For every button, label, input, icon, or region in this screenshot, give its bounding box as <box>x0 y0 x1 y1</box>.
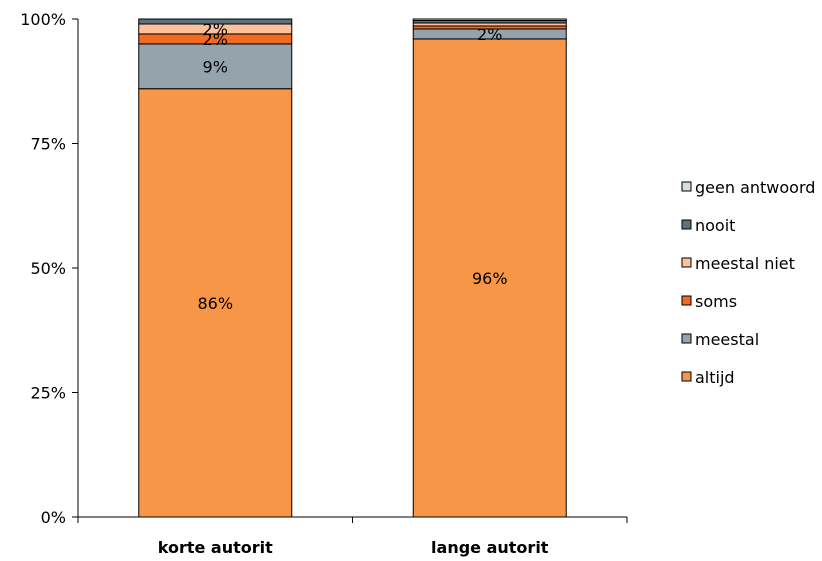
x-category-label: lange autorit <box>431 538 549 557</box>
bar-segment <box>138 43 293 90</box>
legend-label: nooit <box>695 216 735 235</box>
legend-label: geen antwoord <box>695 178 815 197</box>
bar-segment <box>412 38 567 518</box>
chart-bars <box>138 18 567 518</box>
legend-swatch <box>681 333 692 344</box>
chart-category-labels: korte autorit lange autorit <box>158 538 549 557</box>
chart-data-labels: 86%9%2%2%96%2% <box>197 20 507 313</box>
bar-segment <box>138 18 293 25</box>
legend-item: soms <box>681 292 737 311</box>
y-tick-label: 0% <box>41 508 66 527</box>
legend-swatch <box>681 295 692 306</box>
legend-item: nooit <box>681 216 735 235</box>
legend-item: altijd <box>681 368 735 387</box>
legend-label: meestal niet <box>695 254 795 273</box>
legend-label: meestal <box>695 330 759 349</box>
chart-legend: geen antwoord nooit meestal niet soms meesta… <box>681 178 815 387</box>
legend-swatch <box>681 371 692 382</box>
legend-swatch <box>681 219 692 230</box>
y-tick-label: 75% <box>30 135 66 154</box>
legend-swatch <box>681 181 692 192</box>
bar-value-label: 86% <box>197 294 233 313</box>
bar-value-label: 2% <box>203 30 228 49</box>
bar-value-label: 9% <box>203 57 228 76</box>
bar-value-label: 96% <box>472 269 508 288</box>
x-category-label: korte autorit <box>158 538 273 557</box>
bar-value-label: 2% <box>477 25 502 44</box>
y-tick-label: 25% <box>30 384 66 403</box>
bar-segment <box>412 18 567 21</box>
legend-item: geen antwoord <box>681 178 815 197</box>
legend-item: meestal niet <box>681 254 795 273</box>
y-tick-label: 100% <box>20 10 66 29</box>
legend-item: meestal <box>681 330 759 349</box>
bar-segment <box>138 88 293 518</box>
legend-label: altijd <box>695 368 735 387</box>
bar-value-label: 2% <box>203 20 228 39</box>
y-tick-label: 50% <box>30 259 66 278</box>
legend-swatch <box>681 257 692 268</box>
legend-label: soms <box>695 292 737 311</box>
